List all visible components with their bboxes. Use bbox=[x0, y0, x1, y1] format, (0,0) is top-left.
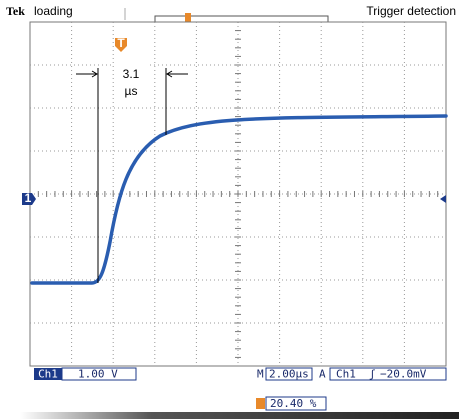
timebase: 2.00µs bbox=[269, 368, 309, 381]
annotation-arrow bbox=[166, 70, 188, 78]
trigger-marker bbox=[115, 38, 127, 52]
bezel-shadow bbox=[20, 412, 459, 419]
channel-marker-label: 1 bbox=[25, 191, 32, 205]
timebase-box bbox=[265, 367, 313, 381]
trigger-source: Ch1 bbox=[336, 368, 356, 381]
brand: Tek bbox=[6, 4, 25, 18]
timebase-prefix: M bbox=[257, 368, 264, 381]
record-bracket bbox=[154, 15, 329, 24]
annotation-value: 3.1 bbox=[123, 67, 140, 81]
trigger-position-marker bbox=[185, 13, 191, 23]
trigger-box bbox=[329, 367, 447, 381]
volts-per-div: 1.00 V bbox=[78, 368, 118, 381]
trigger-marker-label: T bbox=[117, 36, 125, 50]
trigger-mode: A bbox=[319, 368, 326, 381]
channel-label: Ch1 bbox=[38, 368, 58, 381]
annotation-bg bbox=[114, 64, 148, 102]
status: loading bbox=[34, 4, 73, 18]
trigger-position-box bbox=[265, 396, 327, 411]
trigger-status: Trigger detection bbox=[366, 4, 456, 18]
annotation-arrow bbox=[76, 70, 98, 78]
waveform bbox=[30, 114, 448, 285]
volts-box bbox=[61, 367, 137, 381]
trigger-position: 20.40 % bbox=[270, 397, 317, 410]
channel-badge bbox=[34, 368, 62, 380]
level-marker bbox=[440, 195, 446, 203]
trigger-level: −20.0mV bbox=[380, 368, 427, 381]
trigger-position-icon bbox=[256, 398, 265, 409]
annotation-unit: µs bbox=[125, 84, 138, 98]
channel-marker bbox=[22, 193, 36, 205]
trigger-slope: ʃ bbox=[369, 368, 376, 381]
